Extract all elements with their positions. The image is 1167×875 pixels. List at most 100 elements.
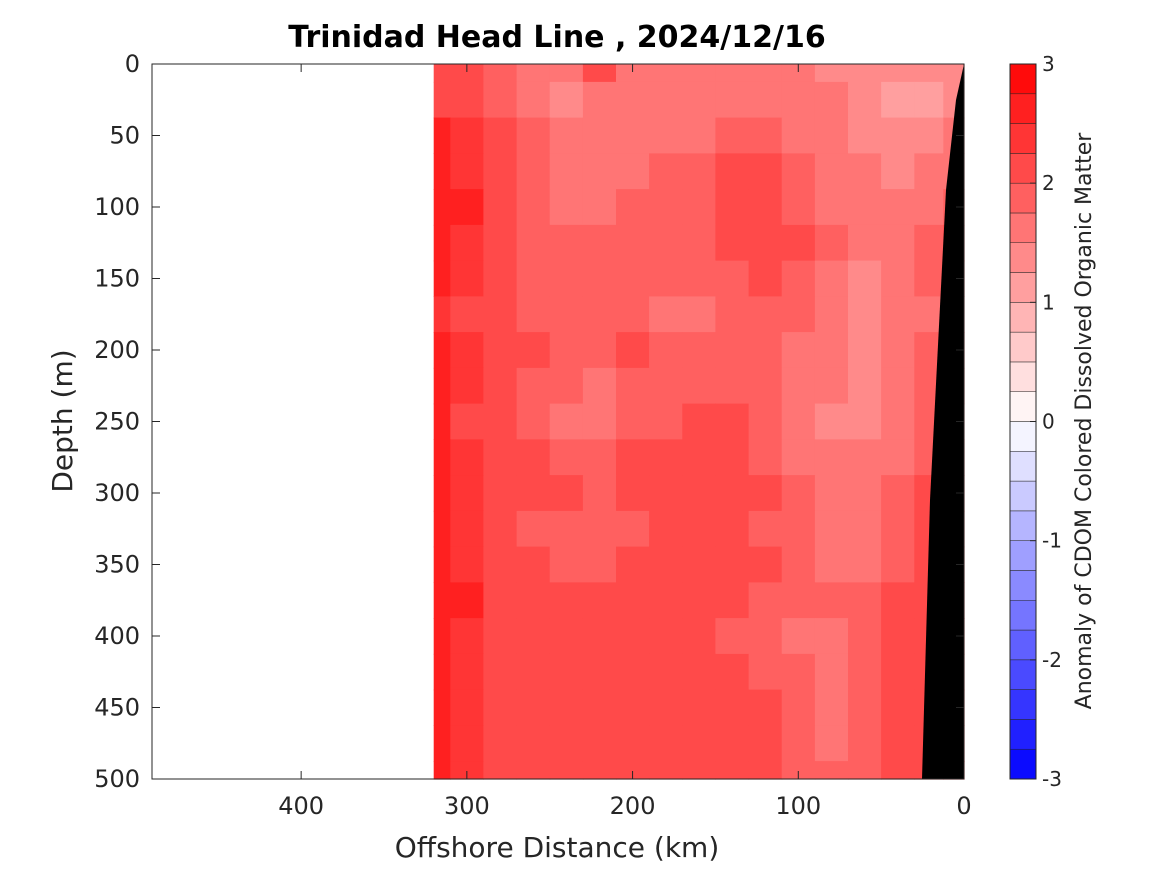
colorbar-level bbox=[1009, 242, 1037, 273]
y-axis-label: Depth (m) bbox=[46, 349, 79, 492]
anomaly-cell bbox=[814, 510, 849, 548]
x-tick-label: 400 bbox=[278, 792, 324, 820]
anomaly-cell bbox=[516, 546, 551, 583]
anomaly-cell bbox=[516, 475, 551, 512]
anomaly-cell bbox=[616, 153, 650, 190]
anomaly-cell bbox=[582, 582, 617, 619]
anomaly-cell bbox=[450, 510, 484, 548]
colorbar-level bbox=[1009, 302, 1037, 333]
anomaly-cell bbox=[549, 117, 584, 154]
x-tick-label: 100 bbox=[775, 792, 821, 820]
anomaly-cell bbox=[848, 725, 882, 762]
anomaly-cell bbox=[582, 761, 617, 780]
anomaly-cell bbox=[450, 81, 484, 119]
anomaly-cell bbox=[433, 296, 451, 333]
anomaly-cell bbox=[748, 761, 783, 780]
anomaly-cell bbox=[616, 117, 650, 154]
anomaly-cell bbox=[433, 189, 451, 226]
anomaly-cell bbox=[516, 725, 551, 762]
anomaly-cell bbox=[748, 725, 783, 762]
anomaly-cell bbox=[616, 367, 650, 405]
anomaly-cell bbox=[781, 367, 816, 405]
anomaly-cell bbox=[516, 260, 551, 297]
anomaly-cell bbox=[848, 367, 882, 405]
anomaly-cell bbox=[914, 189, 944, 226]
colorbar-level bbox=[1009, 272, 1037, 303]
anomaly-cell bbox=[616, 81, 650, 119]
anomaly-cell bbox=[450, 260, 484, 297]
anomaly-cell bbox=[682, 81, 716, 119]
y-tick-label: 500 bbox=[94, 765, 140, 793]
anomaly-cell bbox=[715, 510, 750, 548]
anomaly-cell bbox=[450, 367, 484, 405]
anomaly-cell bbox=[582, 546, 617, 583]
anomaly-cell bbox=[450, 403, 484, 440]
anomaly-cell bbox=[433, 153, 451, 190]
anomaly-cell bbox=[814, 64, 849, 83]
anomaly-cell bbox=[516, 582, 551, 619]
anomaly-cell bbox=[649, 761, 683, 780]
anomaly-cell bbox=[781, 260, 816, 297]
anomaly-cell bbox=[682, 153, 716, 190]
anomaly-cell bbox=[483, 653, 518, 691]
anomaly-cell bbox=[814, 117, 849, 154]
anomaly-cell bbox=[715, 296, 750, 333]
anomaly-cell bbox=[781, 761, 816, 780]
anomaly-cell bbox=[682, 189, 716, 226]
y-tick-label: 300 bbox=[94, 479, 140, 507]
anomaly-cell bbox=[814, 260, 849, 297]
anomaly-cell bbox=[582, 260, 617, 297]
anomaly-cell bbox=[715, 189, 750, 226]
anomaly-cell bbox=[814, 653, 849, 691]
anomaly-cell bbox=[814, 367, 849, 405]
anomaly-cell bbox=[616, 582, 650, 619]
anomaly-cell bbox=[582, 725, 617, 762]
colorbar-swatches bbox=[1009, 63, 1037, 780]
y-tick-label: 50 bbox=[109, 122, 140, 150]
colorbar-level bbox=[1009, 93, 1037, 124]
anomaly-cell bbox=[483, 81, 518, 119]
anomaly-cell bbox=[450, 546, 484, 583]
anomaly-cell bbox=[881, 689, 915, 726]
anomaly-cell bbox=[549, 81, 584, 119]
anomaly-cell bbox=[715, 332, 750, 369]
anomaly-cell bbox=[549, 439, 584, 476]
anomaly-cell bbox=[483, 403, 518, 440]
anomaly-cell bbox=[682, 296, 716, 333]
anomaly-cell bbox=[781, 189, 816, 226]
anomaly-cell bbox=[715, 367, 750, 405]
anomaly-cell bbox=[582, 618, 617, 655]
anomaly-cell bbox=[450, 224, 484, 262]
anomaly-cell bbox=[682, 475, 716, 512]
anomaly-cell bbox=[649, 403, 683, 440]
anomaly-cell bbox=[649, 618, 683, 655]
anomaly-cell bbox=[715, 582, 750, 619]
anomaly-cell bbox=[881, 546, 915, 583]
anomaly-cell bbox=[516, 439, 551, 476]
colorbar-tick-label: -2 bbox=[1042, 648, 1062, 672]
colorbar-level bbox=[1009, 391, 1037, 422]
anomaly-cell bbox=[549, 475, 584, 512]
anomaly-cell bbox=[450, 725, 484, 762]
anomaly-cell bbox=[616, 689, 650, 726]
anomaly-cell bbox=[450, 475, 484, 512]
x-tick-label: 0 bbox=[956, 792, 971, 820]
anomaly-cell bbox=[433, 618, 451, 655]
anomaly-cell bbox=[549, 260, 584, 297]
anomaly-cell bbox=[715, 653, 750, 691]
anomaly-cell bbox=[748, 546, 783, 583]
anomaly-cell bbox=[616, 510, 650, 548]
anomaly-cell bbox=[682, 332, 716, 369]
anomaly-cell bbox=[715, 224, 750, 262]
anomaly-cell bbox=[715, 153, 750, 190]
anomaly-cell bbox=[433, 260, 451, 297]
anomaly-cell bbox=[748, 224, 783, 262]
anomaly-cell bbox=[881, 81, 915, 119]
anomaly-cell bbox=[450, 189, 484, 226]
anomaly-cell bbox=[715, 81, 750, 119]
anomaly-cell bbox=[516, 224, 551, 262]
anomaly-cell bbox=[450, 689, 484, 726]
anomaly-cell bbox=[516, 332, 551, 369]
x-axis-label: Offshore Distance (km) bbox=[395, 831, 720, 864]
anomaly-cell bbox=[881, 510, 915, 548]
